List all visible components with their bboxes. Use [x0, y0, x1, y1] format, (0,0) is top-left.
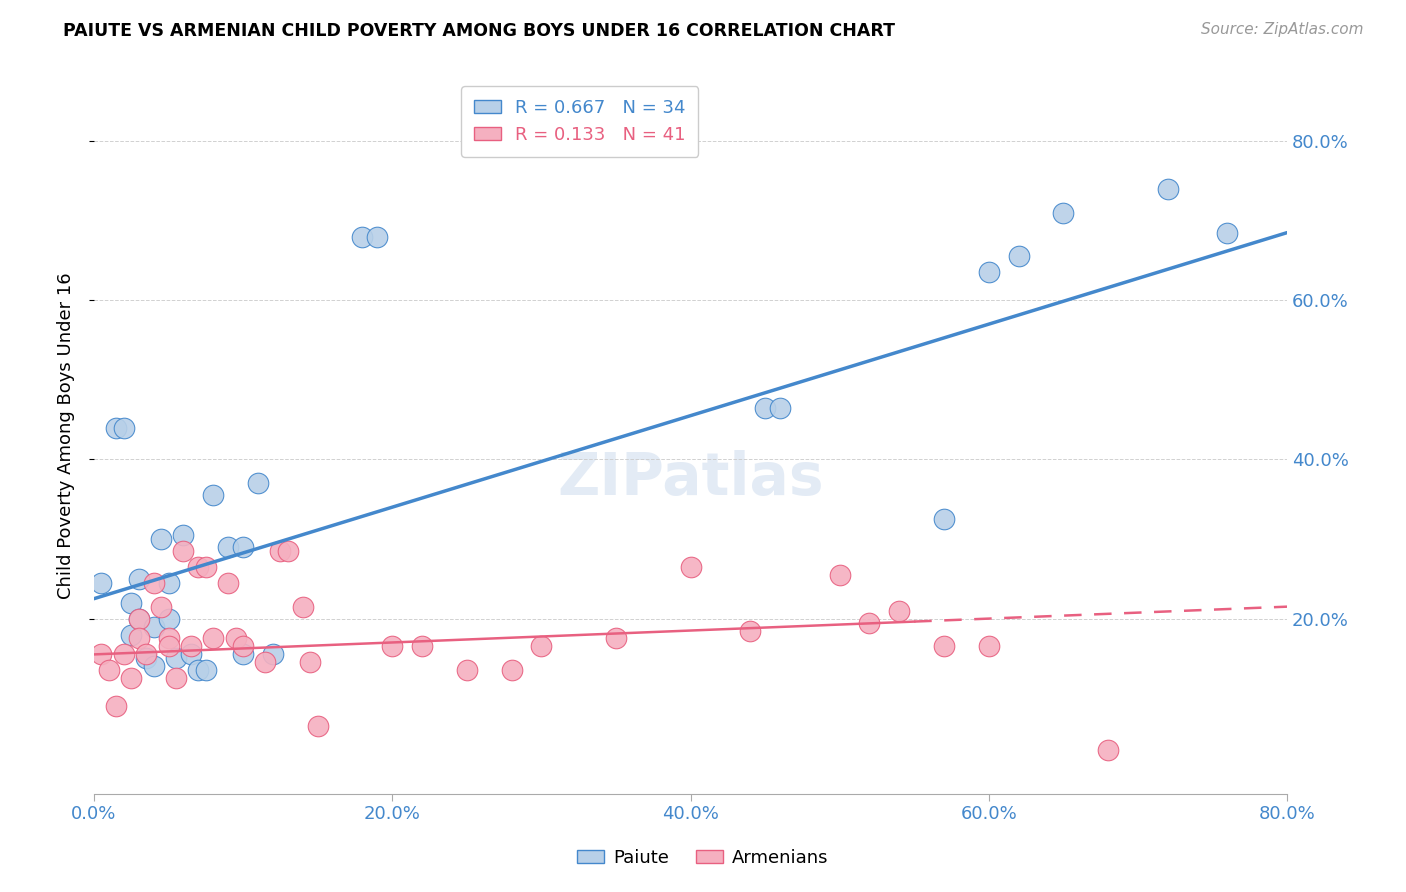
Point [262, 648, 284, 662]
Point [105, 699, 128, 714]
Point [858, 615, 880, 630]
Point [202, 632, 225, 646]
Point [142, 659, 165, 673]
Point [150, 599, 173, 614]
Point [120, 596, 142, 610]
Point [740, 624, 762, 638]
Point [150, 532, 173, 546]
Point [977, 265, 1000, 279]
Point [1097, 743, 1119, 757]
Point [180, 640, 202, 654]
Legend: R = 0.667   N = 34, R = 0.133   N = 41: R = 0.667 N = 34, R = 0.133 N = 41 [461, 87, 699, 157]
Point [679, 560, 702, 574]
Point [128, 611, 150, 625]
Point [307, 719, 329, 733]
Point [381, 640, 404, 654]
Point [142, 575, 165, 590]
Point [352, 229, 374, 244]
Point [217, 540, 239, 554]
Point [932, 512, 955, 526]
Point [172, 544, 194, 558]
Point [269, 544, 291, 558]
Point [366, 229, 388, 244]
Point [194, 663, 217, 677]
Point [135, 651, 157, 665]
Point [217, 575, 239, 590]
Point [120, 671, 142, 685]
Point [605, 632, 627, 646]
Point [1007, 250, 1029, 264]
Point [769, 401, 792, 415]
Point [291, 599, 314, 614]
Point [180, 648, 202, 662]
Y-axis label: Child Poverty Among Boys Under 16: Child Poverty Among Boys Under 16 [58, 272, 75, 599]
Point [828, 567, 851, 582]
Point [501, 663, 523, 677]
Point [157, 632, 180, 646]
Point [232, 640, 254, 654]
Point [1216, 226, 1239, 240]
Point [128, 572, 150, 586]
Point [232, 648, 254, 662]
Legend: Paiute, Armenians: Paiute, Armenians [569, 842, 837, 874]
Point [105, 420, 128, 434]
Point [456, 663, 478, 677]
Point [194, 560, 217, 574]
Text: Source: ZipAtlas.com: Source: ZipAtlas.com [1201, 22, 1364, 37]
Point [165, 651, 187, 665]
Point [187, 560, 209, 574]
Point [90, 648, 112, 662]
Point [172, 528, 194, 542]
Point [165, 671, 187, 685]
Point [530, 640, 553, 654]
Point [120, 627, 142, 641]
Point [135, 648, 157, 662]
Point [254, 656, 277, 670]
Point [128, 632, 150, 646]
Point [932, 640, 955, 654]
Point [246, 476, 269, 491]
Point [128, 611, 150, 625]
Point [157, 640, 180, 654]
Point [157, 611, 180, 625]
Point [232, 540, 254, 554]
Point [277, 544, 299, 558]
Point [1157, 182, 1180, 196]
Point [157, 575, 180, 590]
Point [754, 401, 776, 415]
Point [977, 640, 1000, 654]
Point [97, 663, 120, 677]
Point [889, 604, 911, 618]
Text: PAIUTE VS ARMENIAN CHILD POVERTY AMONG BOYS UNDER 16 CORRELATION CHART: PAIUTE VS ARMENIAN CHILD POVERTY AMONG B… [63, 22, 896, 40]
Point [411, 640, 433, 654]
Point [112, 420, 135, 434]
Point [225, 632, 247, 646]
Point [187, 663, 209, 677]
Point [142, 619, 165, 633]
Point [202, 488, 225, 502]
Text: ZIPatlas: ZIPatlas [557, 450, 824, 507]
Point [299, 656, 322, 670]
Point [90, 575, 112, 590]
Point [112, 648, 135, 662]
Point [1052, 205, 1074, 219]
